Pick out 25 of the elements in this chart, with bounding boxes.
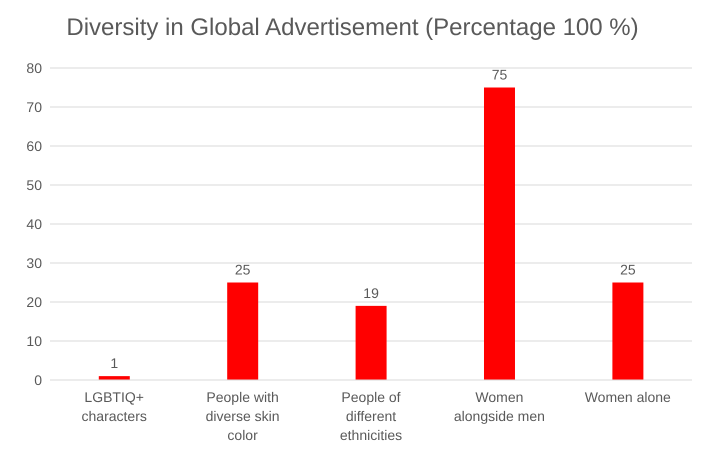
bar: [612, 282, 644, 380]
y-tick-label: 20: [26, 294, 42, 310]
chart-title: Diversity in Global Advertisement (Percentage 100 %): [65, 13, 640, 43]
x-tick-label: People with diverse skin color: [206, 389, 280, 443]
x-tick-label: People of different ethnicities: [340, 389, 402, 443]
y-tick-label: 70: [26, 98, 42, 115]
y-tick-label: 10: [26, 332, 42, 349]
y-tick-label: 80: [26, 60, 42, 76]
y-tick-label: 30: [26, 254, 42, 271]
y-tick-label: 40: [26, 216, 42, 232]
bar: [484, 88, 515, 380]
bar: [227, 282, 258, 380]
y-tick-label: 0: [34, 372, 42, 388]
bar: [98, 376, 130, 380]
data-label: 75: [492, 66, 508, 82]
data-label: 19: [363, 284, 380, 301]
data-label: 25: [620, 262, 636, 278]
data-label: 1: [110, 355, 118, 372]
y-tick-label: 50: [26, 176, 42, 193]
data-label: 25: [234, 262, 251, 278]
x-tick-label: Women alone: [584, 389, 672, 405]
y-tick-label: 60: [26, 138, 42, 154]
bar: [356, 306, 387, 380]
x-tick-label: LGBTIQ+ characters: [82, 389, 147, 424]
x-tick-label: Women alongside men: [454, 389, 545, 424]
